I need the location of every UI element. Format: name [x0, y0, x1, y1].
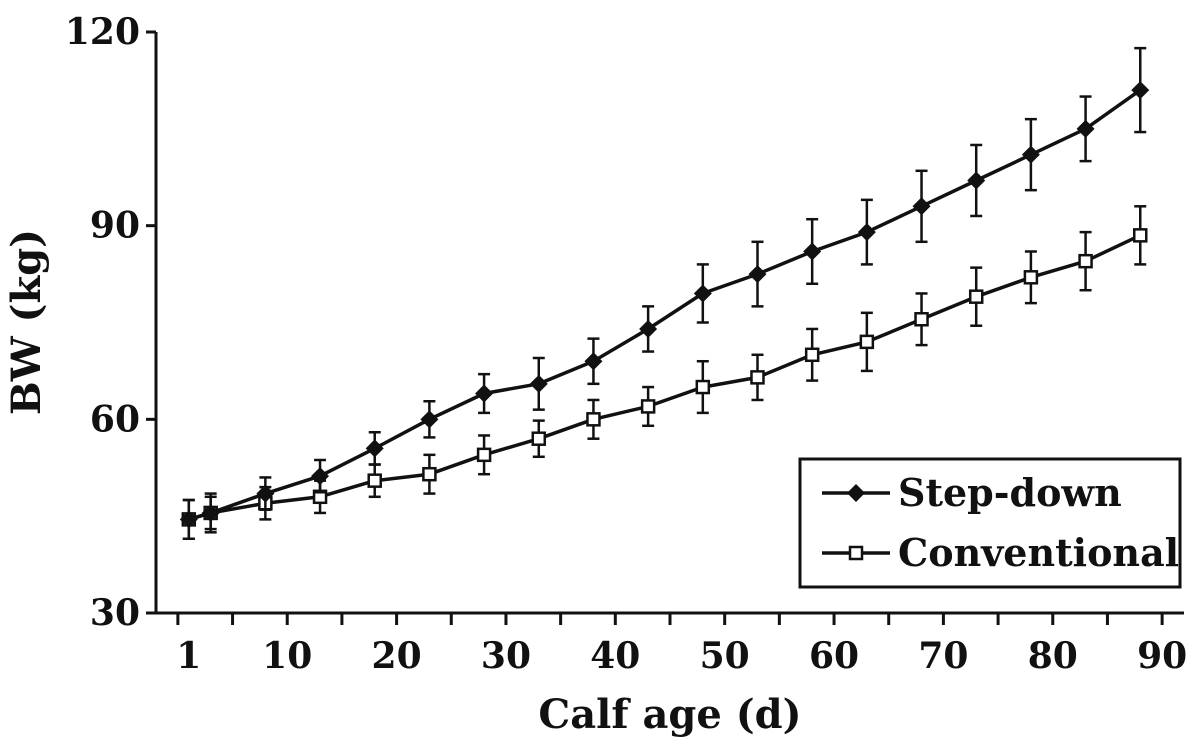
data-point	[1133, 228, 1148, 243]
data-point	[586, 412, 601, 427]
data-point	[1021, 145, 1040, 164]
y-axis-title: BW (kg)	[3, 229, 50, 415]
legend-box	[798, 457, 1182, 589]
y-tick-label: 120	[65, 11, 140, 53]
data-point	[311, 467, 330, 486]
data-point	[912, 197, 931, 216]
x-tick-label: 10	[262, 635, 312, 677]
x-tick-label: 60	[809, 635, 859, 677]
x-axis-title: Calf age (d)	[538, 691, 801, 738]
data-point	[179, 510, 198, 529]
legend: Step-down Conventional	[798, 457, 1182, 589]
data-point	[750, 370, 765, 385]
x-tick-label: 20	[372, 635, 422, 677]
data-point	[640, 399, 656, 414]
x-tick-label: 80	[1028, 635, 1078, 677]
data-point	[914, 312, 929, 327]
legend-marker-conventional	[848, 545, 864, 561]
data-point	[584, 352, 603, 371]
legend-marker-step-down	[847, 484, 865, 502]
series-layer	[179, 46, 1150, 541]
data-point	[639, 319, 658, 338]
legend-label-step-down: Step-down	[898, 470, 1122, 515]
y-tick-label: 30	[90, 592, 140, 634]
data-point	[201, 503, 220, 522]
data-point	[475, 384, 494, 403]
x-tick-label: 90	[1137, 635, 1187, 677]
data-point	[531, 431, 547, 446]
data-point	[859, 334, 875, 350]
series-line-step-down	[188, 88, 1142, 522]
data-point	[365, 439, 384, 458]
data-point	[1131, 81, 1150, 100]
data-point	[857, 223, 876, 242]
data-point	[476, 447, 492, 463]
data-point	[695, 379, 711, 395]
x-tick-label: 50	[700, 635, 750, 677]
data-point	[803, 242, 822, 261]
data-point	[968, 289, 984, 304]
data-point	[748, 265, 767, 284]
y-tick-label: 60	[90, 398, 140, 440]
x-tick-label: 40	[590, 635, 640, 677]
x-tick-label: 1	[176, 635, 201, 677]
data-point	[422, 466, 437, 482]
data-point	[367, 473, 382, 488]
data-point	[693, 284, 712, 303]
x-tick-label: 30	[481, 635, 531, 677]
data-point	[967, 171, 986, 190]
data-point	[804, 347, 820, 363]
series-step-down	[179, 46, 1150, 541]
y-tick-label: 90	[90, 205, 140, 247]
x-tick-label: 70	[918, 635, 968, 677]
data-point	[1076, 119, 1095, 138]
data-point	[1023, 270, 1039, 285]
data-point	[529, 374, 548, 393]
y-ticks: 30 60 90 120	[65, 11, 156, 634]
data-point	[1078, 253, 1093, 269]
x-ticks: 1 10 20 30 40 50 60 70 80 90	[176, 613, 1187, 677]
legend-label-conventional: Conventional	[898, 530, 1179, 575]
data-point	[256, 484, 275, 503]
data-point	[420, 410, 439, 429]
